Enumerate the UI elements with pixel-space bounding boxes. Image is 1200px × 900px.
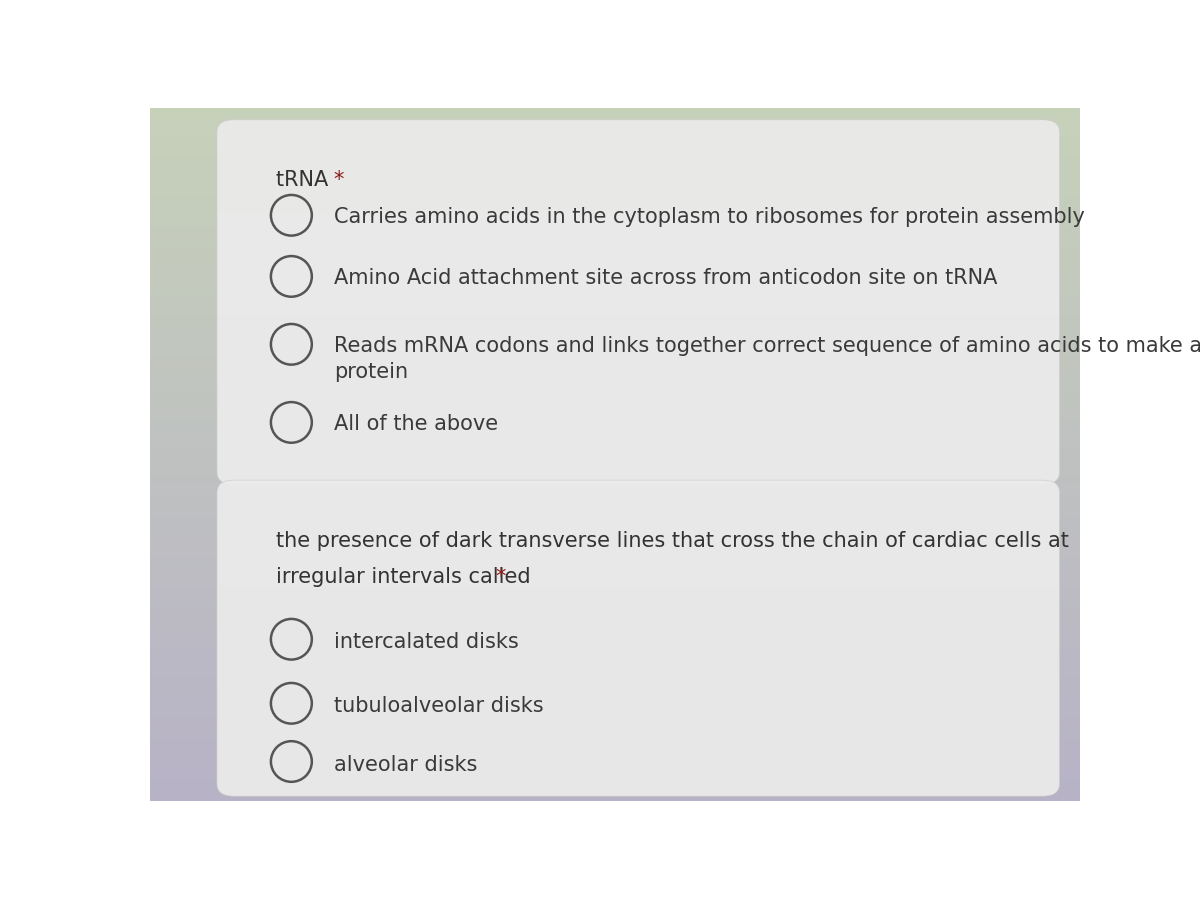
Text: tRNA: tRNA bbox=[276, 170, 335, 191]
FancyBboxPatch shape bbox=[217, 120, 1060, 484]
Text: intercalated disks: intercalated disks bbox=[334, 633, 518, 652]
Text: the presence of dark transverse lines that cross the chain of cardiac cells at: the presence of dark transverse lines th… bbox=[276, 531, 1068, 551]
FancyBboxPatch shape bbox=[217, 480, 1060, 796]
Text: alveolar disks: alveolar disks bbox=[334, 754, 478, 775]
Text: tubuloalveolar disks: tubuloalveolar disks bbox=[334, 697, 544, 716]
Text: Amino Acid attachment site across from anticodon site on tRNA: Amino Acid attachment site across from a… bbox=[334, 268, 997, 288]
Text: irregular intervals called: irregular intervals called bbox=[276, 567, 536, 587]
Text: Reads mRNA codons and links together correct sequence of amino acids to make a
p: Reads mRNA codons and links together cor… bbox=[334, 336, 1200, 382]
Text: All of the above: All of the above bbox=[334, 414, 498, 434]
Text: *: * bbox=[334, 170, 343, 191]
Text: *: * bbox=[496, 567, 505, 587]
Text: Carries amino acids in the cytoplasm to ribosomes for protein assembly: Carries amino acids in the cytoplasm to … bbox=[334, 207, 1085, 227]
